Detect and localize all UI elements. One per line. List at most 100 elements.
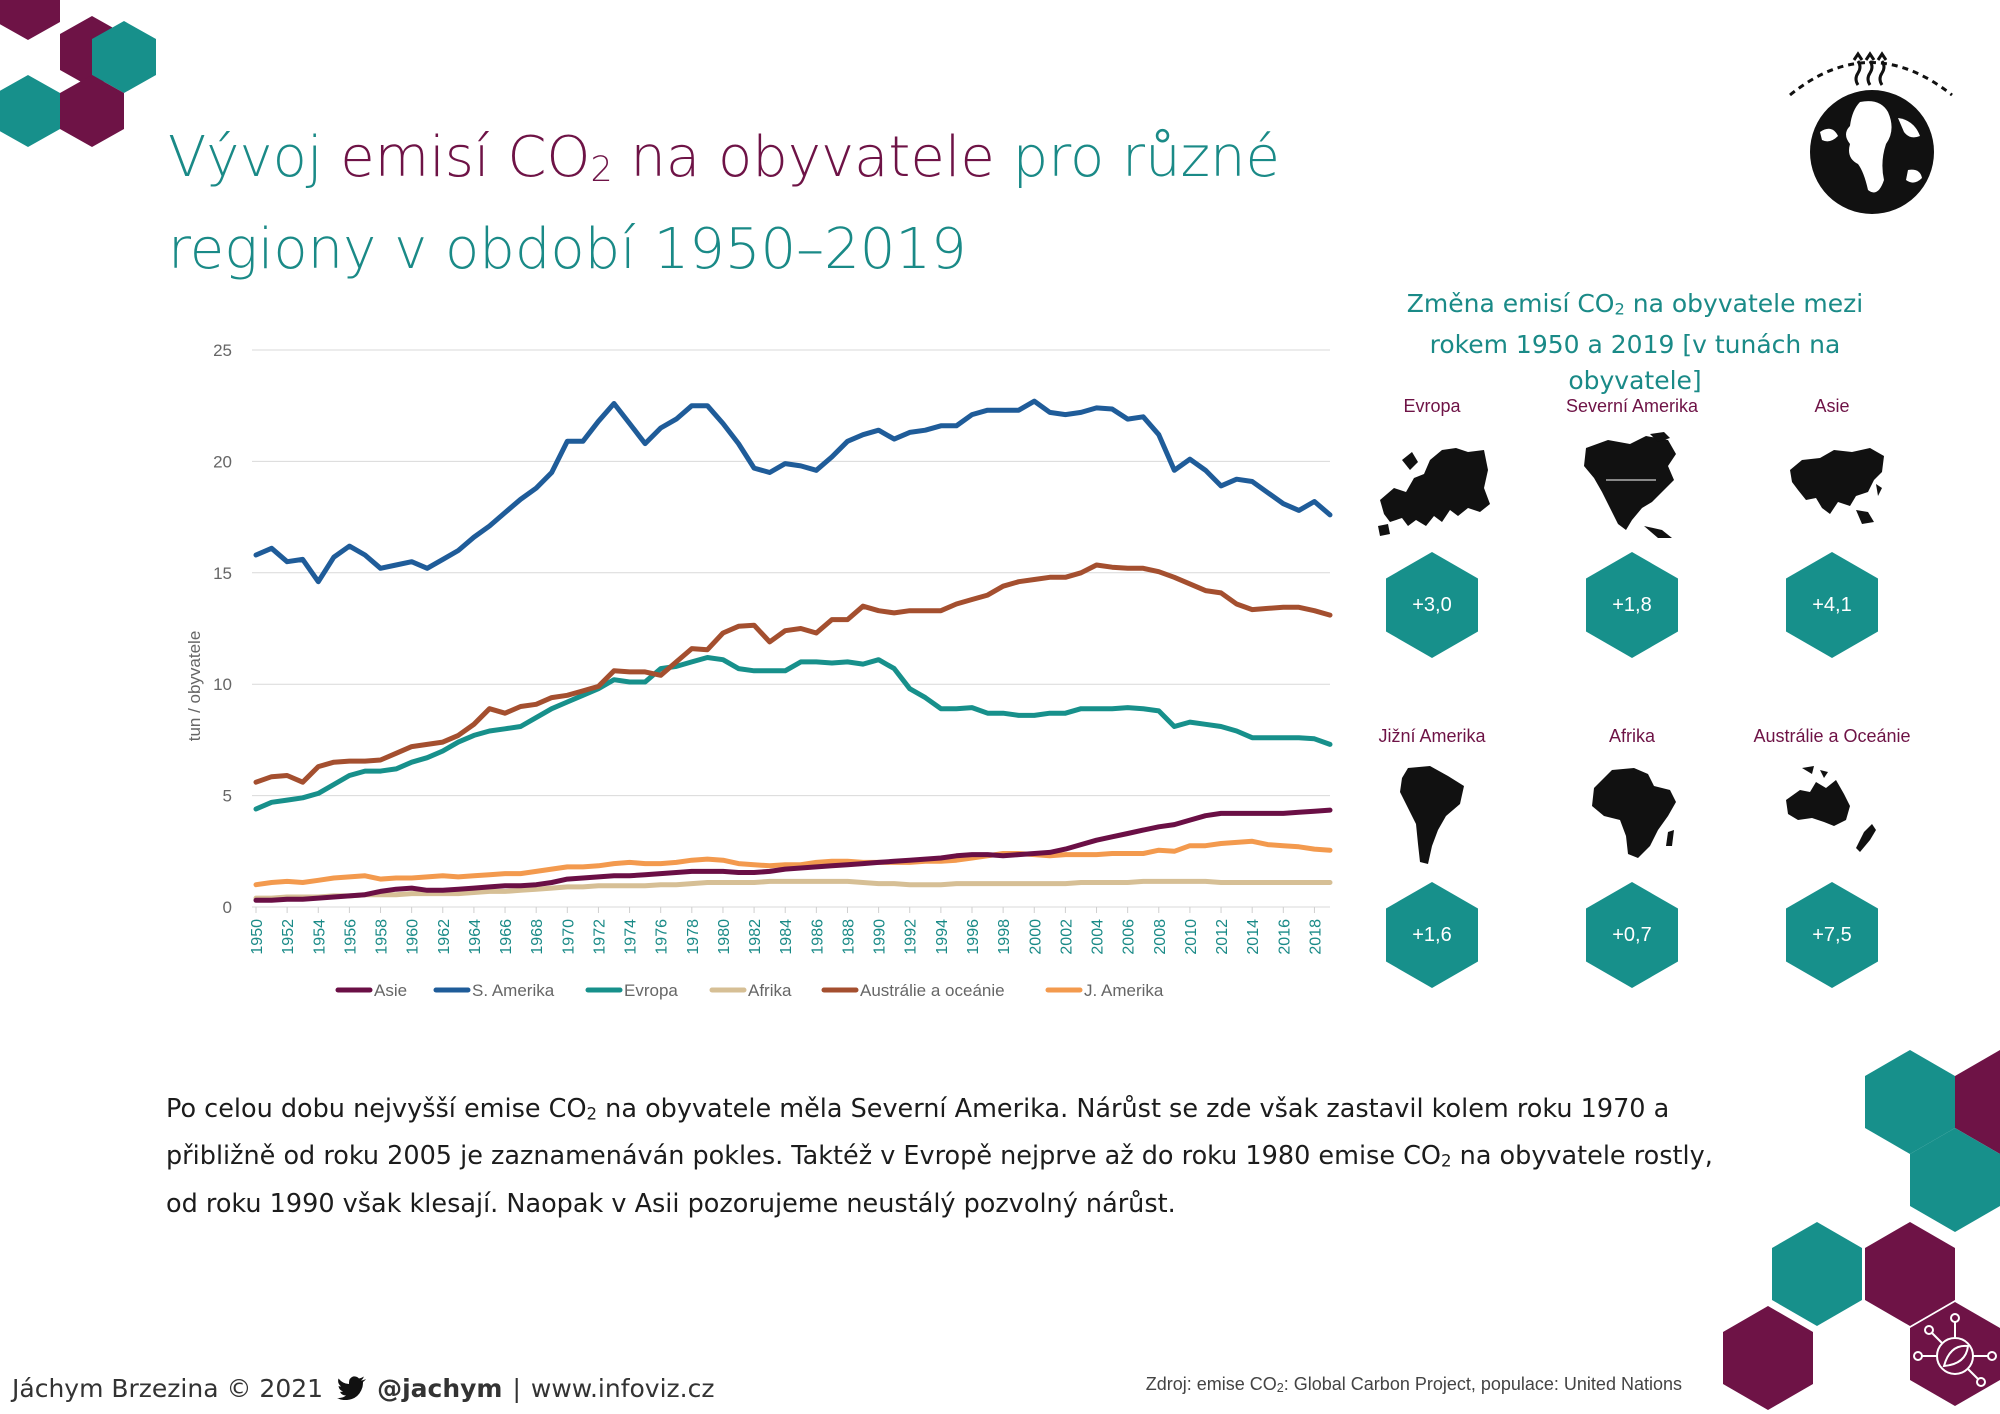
globe-warming-icon [1789, 51, 1953, 214]
legend-label: Austrálie a oceánie [860, 981, 1005, 1000]
series-line-0 [253, 807, 1333, 903]
region-value-badge: +1,8 [1586, 552, 1678, 658]
x-tick-label: 2000 [1027, 919, 1044, 955]
series-line-4 [253, 562, 1333, 785]
y-axis-label: tun / obyvatele [185, 631, 204, 742]
x-tick-label: 1986 [809, 919, 826, 955]
x-tick-label: 1982 [747, 919, 764, 955]
panel-title-text: Změna emisí CO [1406, 289, 1615, 318]
series-line-1 [253, 398, 1333, 585]
region-value: +7,5 [1812, 924, 1852, 946]
x-tick-label: 2018 [1307, 919, 1324, 955]
hexagon-decoration [0, 75, 60, 147]
chart-grid [252, 349, 1330, 908]
region-value-badge: +4,1 [1786, 552, 1878, 658]
x-tick-label: 2016 [1276, 919, 1293, 955]
x-tick-label: 2004 [1090, 919, 1107, 955]
x-tick-label: 1994 [934, 919, 951, 955]
x-tick-label: 1990 [872, 919, 889, 955]
legend-label: Afrika [748, 981, 792, 1000]
source-note: Zdroj: emise CO2: Global Carbon Project,… [1076, 1374, 1682, 1395]
title-line-2: regiony v období 1950–2019 [168, 217, 967, 283]
title-part: Vývoj [168, 125, 341, 190]
region-name: Asie [1814, 396, 1850, 416]
y-axis-ticks: 0 5 10 15 20 25 [213, 341, 232, 917]
region-card-afrika: Afrika +0,7 [1522, 726, 1742, 988]
description-part: Po celou dobu nejvyšší emise CO [166, 1094, 587, 1124]
series-line-5 [253, 838, 1333, 888]
region-value-badge: +1,6 [1386, 882, 1478, 988]
australia-map-icon [1786, 766, 1876, 852]
description-subscript: 2 [586, 1104, 598, 1124]
footer-separator: | [512, 1373, 521, 1403]
title-part: pro různé [994, 125, 1280, 190]
x-tick-label: 1976 [654, 919, 671, 955]
hexagon-decoration [60, 75, 124, 147]
region-name: Evropa [1403, 396, 1461, 416]
twitter-handle-link[interactable]: @jachym [377, 1373, 503, 1403]
x-tick-label: 1972 [591, 919, 608, 955]
hexagon-decoration [0, 0, 60, 40]
hexagon-decoration [1910, 1128, 2000, 1232]
legend-label: Asie [374, 981, 407, 1000]
x-tick-label: 1978 [685, 919, 702, 955]
panel-title-text: na obyvatele mezi rokem 1950 a 2019 [v t… [1429, 289, 1864, 396]
region-value: +3,0 [1412, 594, 1452, 616]
legend-label: Evropa [624, 981, 678, 1000]
footer-credits: Jáchym Brzezina © 2021 @jachym | www.inf… [12, 1370, 714, 1406]
region-value: +1,8 [1612, 594, 1652, 616]
hexagon-decoration [92, 21, 156, 93]
x-tick-label: 1988 [840, 919, 857, 955]
panel-title-subscript: 2 [1614, 299, 1625, 319]
hexagon-decoration [1865, 1050, 1955, 1154]
description-part: na obyvatele měla Severní Amerika. Nárůs… [166, 1094, 1670, 1172]
hexagon-decoration [1865, 1222, 1955, 1326]
x-tick-label: 2010 [1183, 919, 1200, 955]
panel-title: Změna emisí CO2 na obyvatele mezi rokem … [1390, 286, 1880, 399]
x-tick-label: 1950 [249, 919, 266, 955]
x-tick-label: 1970 [560, 919, 577, 955]
source-text: : Global Carbon Project, populace: Unite… [1283, 1374, 1682, 1394]
x-tick-label: 1962 [436, 919, 453, 955]
europe-map-icon [1378, 448, 1490, 536]
region-card-jizni-amerika: Jižní Amerika +1,6 [1322, 726, 1542, 988]
region-value: +0,7 [1612, 924, 1652, 946]
legend-label: S. Amerika [472, 981, 555, 1000]
x-tick-label: 1984 [778, 919, 795, 955]
x-tick-label: 2006 [1121, 919, 1138, 955]
y-tick-label: 25 [213, 341, 232, 360]
y-tick-label: 15 [213, 564, 232, 583]
y-tick-label: 20 [213, 452, 232, 471]
asia-map-icon [1790, 448, 1884, 524]
author-credit: Jáchym Brzezina © 2021 [12, 1373, 324, 1403]
x-tick-label: 1996 [965, 919, 982, 955]
region-name: Afrika [1608, 726, 1655, 746]
source-subscript: 2 [1276, 1380, 1284, 1395]
title-highlight: emisí CO2 na obyvatele [340, 125, 995, 190]
africa-map-icon [1592, 768, 1676, 858]
legend-label: J. Amerika [1084, 981, 1164, 1000]
x-tick-label: 1958 [374, 919, 391, 955]
x-tick-label: 2008 [1152, 919, 1169, 955]
region-card-asie: Asie +4,1 [1722, 396, 1942, 658]
x-tick-label: 1954 [311, 919, 328, 955]
y-tick-label: 5 [223, 787, 232, 806]
x-tick-label: 2012 [1214, 919, 1231, 955]
x-tick-label: 1992 [903, 919, 920, 955]
x-tick-label: 1960 [405, 919, 422, 955]
region-card-evropa: Evropa +3,0 [1322, 396, 1542, 658]
x-tick-label: 1968 [529, 919, 546, 955]
x-tick-label: 1974 [623, 919, 640, 955]
website-link[interactable]: www.infoviz.cz [530, 1373, 715, 1403]
title-subscript: 2 [590, 150, 613, 191]
y-tick-label: 10 [213, 675, 232, 694]
title-highlight-text: emisí CO [340, 125, 591, 190]
region-card-severni-amerika: Severní Amerika +1,8 [1522, 396, 1742, 658]
description-part: na obyvatele rostly, od roku 1990 však k… [166, 1141, 1713, 1219]
region-card-australie: Austrálie a Oceánie +7,5 [1722, 726, 1942, 988]
twitter-bird-icon [337, 1376, 367, 1400]
region-value: +4,1 [1812, 594, 1852, 616]
title-highlight-text: na obyvatele [612, 125, 995, 190]
x-tick-label: 1980 [716, 919, 733, 955]
